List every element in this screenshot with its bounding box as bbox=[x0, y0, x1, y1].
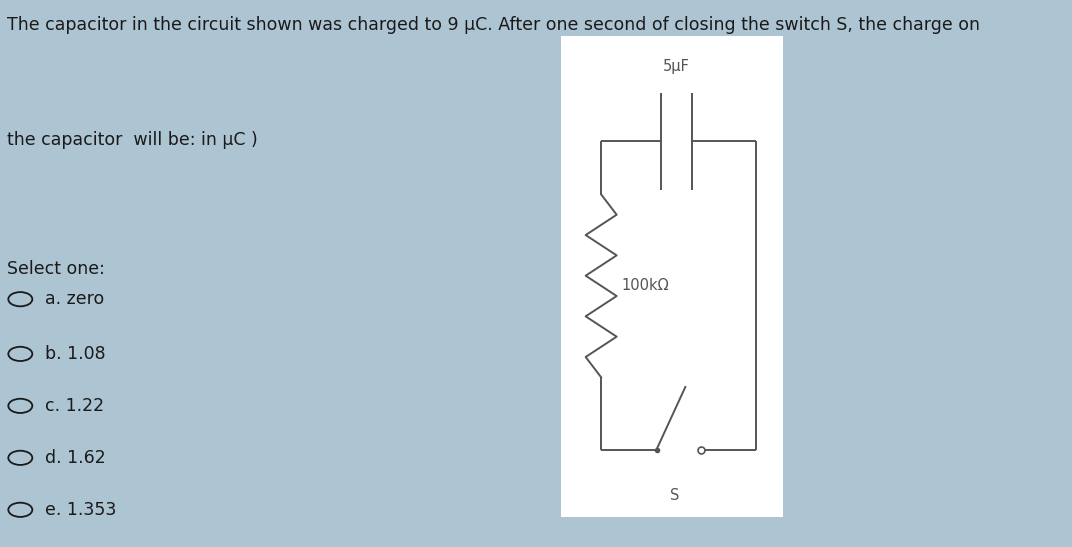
Text: the capacitor  will be: in μC ): the capacitor will be: in μC ) bbox=[8, 131, 258, 149]
Text: e. 1.353: e. 1.353 bbox=[45, 501, 117, 519]
Bar bbox=[562, 36, 783, 517]
Text: c. 1.22: c. 1.22 bbox=[45, 397, 104, 415]
Text: Select one:: Select one: bbox=[8, 260, 105, 278]
Text: a. zero: a. zero bbox=[45, 290, 104, 308]
Text: 100kΩ: 100kΩ bbox=[621, 278, 669, 293]
Text: 5μF: 5μF bbox=[664, 59, 690, 74]
Text: The capacitor in the circuit shown was charged to 9 μC. After one second of clos: The capacitor in the circuit shown was c… bbox=[8, 16, 981, 34]
Text: d. 1.62: d. 1.62 bbox=[45, 449, 106, 467]
Text: b. 1.08: b. 1.08 bbox=[45, 345, 106, 363]
Text: S: S bbox=[670, 488, 679, 503]
